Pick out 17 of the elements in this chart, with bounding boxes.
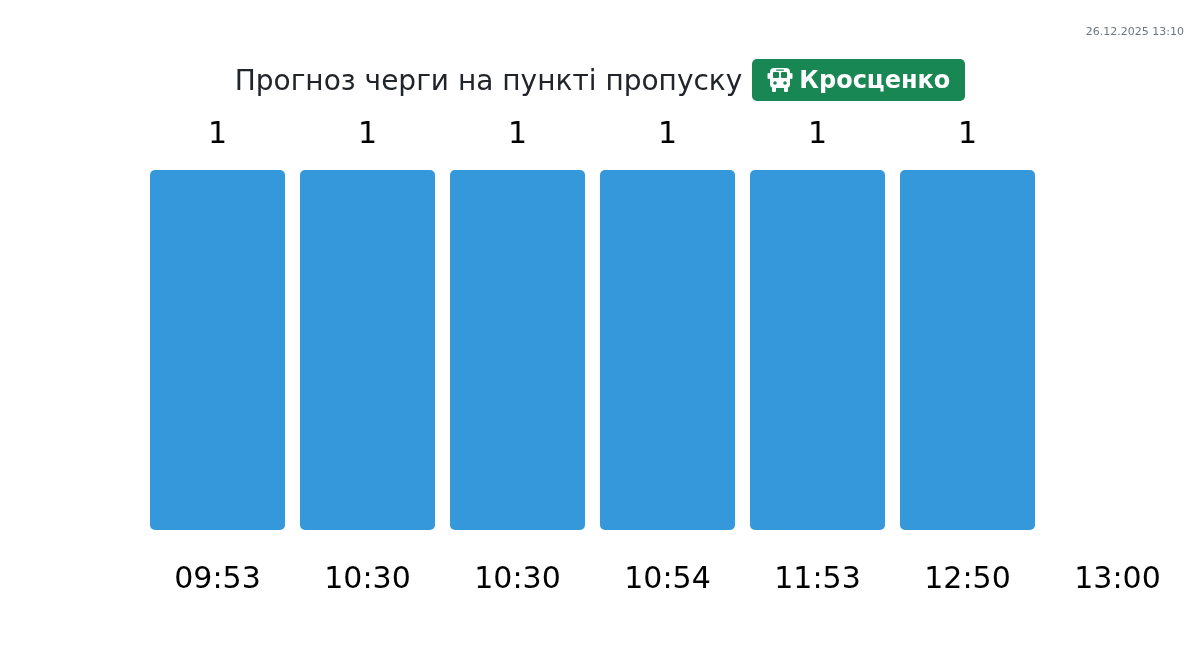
chart-subtitle: Кросценко bbox=[799, 66, 951, 94]
data-label: 1 bbox=[657, 115, 678, 150]
x-tick-label: 10:30 bbox=[324, 560, 411, 595]
x-tick-label: 09:53 bbox=[174, 560, 261, 595]
data-label: 1 bbox=[207, 115, 228, 150]
text: 26.12.2025 13:10 bbox=[1085, 25, 1184, 39]
badge: Кросценко bbox=[752, 59, 966, 101]
x-tick-label: 10:54 bbox=[624, 560, 711, 595]
data-label: 1 bbox=[807, 115, 828, 150]
x-tick-label: 12:50 bbox=[924, 560, 1011, 595]
x-tick-label: 11:53 bbox=[774, 560, 861, 595]
x-tick-label: 10:30 bbox=[474, 560, 561, 595]
x-tick-label: 13:00 bbox=[1074, 560, 1161, 595]
chart-title: Прогноз черги на пункті пропуску bbox=[234, 63, 743, 97]
data-label: 1 bbox=[957, 115, 978, 150]
data-label: 1 bbox=[507, 115, 528, 150]
data-label: 1 bbox=[357, 115, 378, 150]
